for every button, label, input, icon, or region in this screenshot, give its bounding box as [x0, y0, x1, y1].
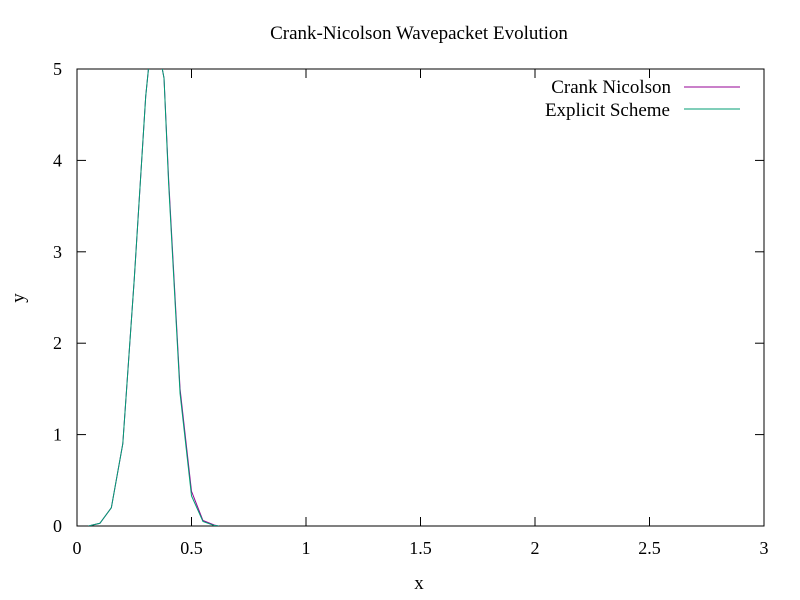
legend: Crank Nicolson Explicit Scheme: [545, 77, 740, 121]
x-tick-label: 1.5: [409, 538, 432, 558]
y-tick-label: 4: [53, 150, 62, 170]
series-line-explicit-scheme: [88, 69, 220, 526]
legend-label-explicit-scheme: Explicit Scheme: [545, 100, 670, 121]
legend-label-crank-nicolson: Crank Nicolson: [551, 77, 671, 98]
x-tick-label: 1: [302, 538, 311, 558]
y-tick-label: 3: [53, 242, 62, 262]
y-tick-label: 0: [53, 516, 62, 536]
y-tick-label: 2: [53, 333, 62, 353]
x-axis-label: x: [414, 573, 424, 594]
x-tick-label: 0: [73, 538, 82, 558]
plot-frame: [76, 68, 765, 527]
chart-title: Crank-Nicolson Wavepacket Evolution: [270, 23, 568, 44]
x-tick-label: 2.5: [638, 538, 661, 558]
y-axis-label: y: [8, 293, 29, 303]
axis-ticks: 0 0.5 1 1.5 2 2.5 3 0 1 2 3 4 5: [53, 59, 769, 558]
x-tick-label: 3: [760, 538, 769, 558]
y-tick-label: 5: [53, 59, 62, 79]
x-tick-label: 0.5: [180, 538, 203, 558]
series-lines: [88, 69, 220, 526]
series-line-crank-nicolson: [88, 69, 220, 526]
y-tick-label: 1: [53, 425, 62, 445]
x-tick-label: 2: [531, 538, 540, 558]
